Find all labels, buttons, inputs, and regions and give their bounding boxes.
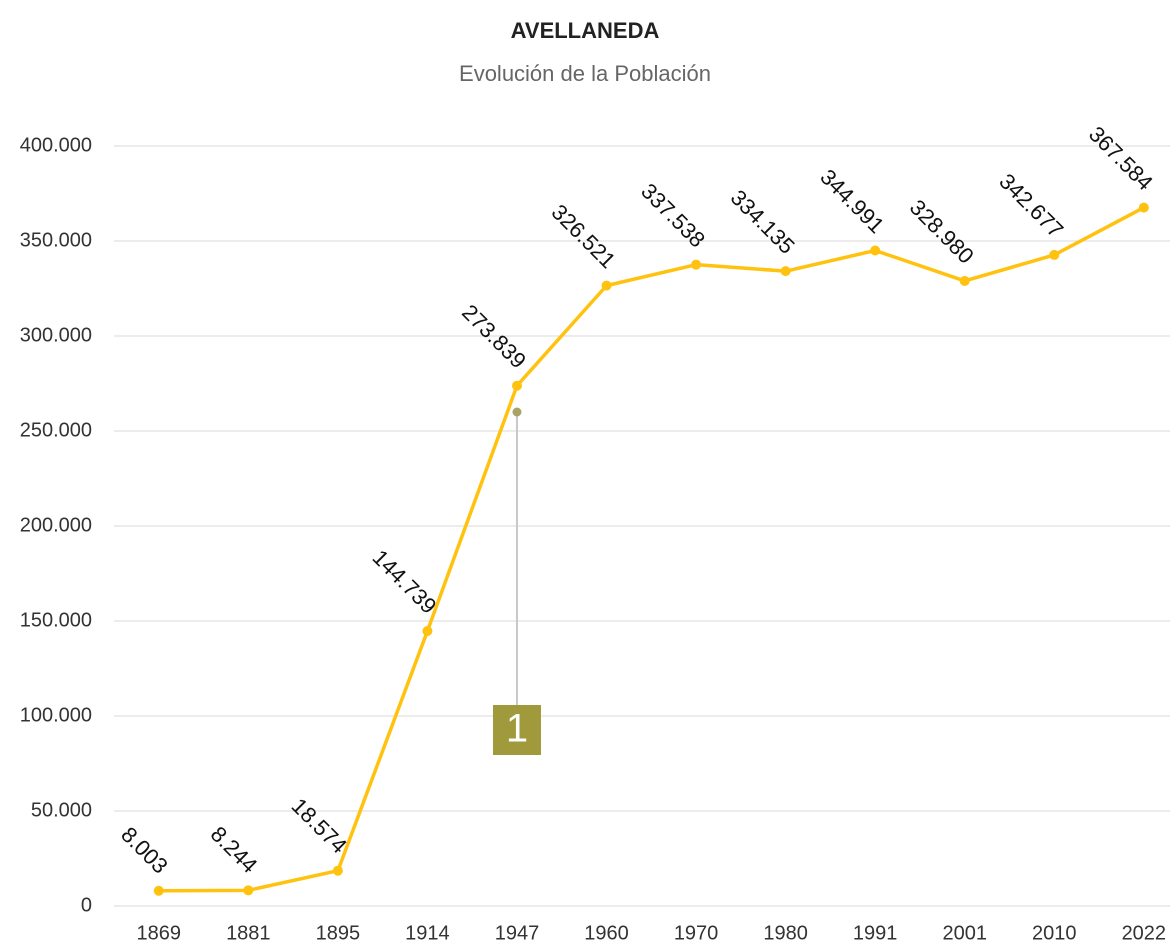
x-tick-label: 1960: [584, 922, 629, 944]
x-tick-label: 1991: [853, 922, 898, 944]
data-label: 367.584: [1084, 121, 1158, 195]
y-tick-label: 100.000: [20, 704, 92, 726]
x-tick-label: 1980: [763, 922, 808, 944]
data-label: 8.244: [206, 821, 263, 878]
y-tick-label: 200.000: [20, 514, 92, 536]
x-tick-label: 2010: [1032, 922, 1077, 944]
data-point: [780, 266, 791, 277]
data-label: 8.003: [116, 822, 173, 879]
y-tick-label: 150.000: [20, 609, 92, 631]
data-point: [1049, 249, 1060, 260]
x-tick-label: 1869: [137, 922, 182, 944]
chart-subtitle: Evolución de la Población: [459, 61, 711, 86]
x-tick-label: 1895: [316, 922, 361, 944]
y-tick-label: 0: [81, 894, 92, 916]
data-point: [422, 625, 433, 636]
data-label: 334.135: [726, 185, 800, 259]
data-point: [1138, 202, 1149, 213]
chart-title: AVELLANEDA: [511, 18, 660, 43]
series-line: [158, 206, 1145, 893]
data-label: 328.980: [905, 195, 979, 269]
y-tick-label: 350.000: [20, 229, 92, 251]
data-point: [243, 885, 254, 896]
data-point: [332, 865, 343, 876]
data-label: 342.677: [994, 169, 1068, 243]
y-tick-label: 400.000: [20, 134, 92, 156]
annotation-point: [512, 407, 522, 417]
x-tick-label: 1881: [226, 922, 271, 944]
y-tick-label: 50.000: [31, 799, 92, 821]
annotation-text: 1: [506, 707, 528, 751]
x-tick-label: 1947: [495, 922, 540, 944]
data-label: 144.739: [368, 545, 442, 619]
x-tick-label: 2001: [942, 922, 987, 944]
data-point: [153, 885, 164, 896]
data-point: [691, 259, 702, 270]
x-tick-label: 2022: [1122, 922, 1167, 944]
data-point: [870, 245, 881, 256]
data-label: 344.991: [815, 164, 889, 238]
y-tick-label: 250.000: [20, 419, 92, 441]
x-tick-label: 1970: [674, 922, 719, 944]
data-point: [511, 380, 522, 391]
data-label: 326.521: [547, 199, 621, 273]
data-label: 18.574: [287, 793, 352, 858]
annotation-box: [492, 705, 541, 755]
x-tick-label: 1914: [405, 922, 450, 944]
y-tick-label: 300.000: [20, 324, 92, 346]
data-point: [601, 280, 612, 291]
data-point: [959, 275, 970, 286]
